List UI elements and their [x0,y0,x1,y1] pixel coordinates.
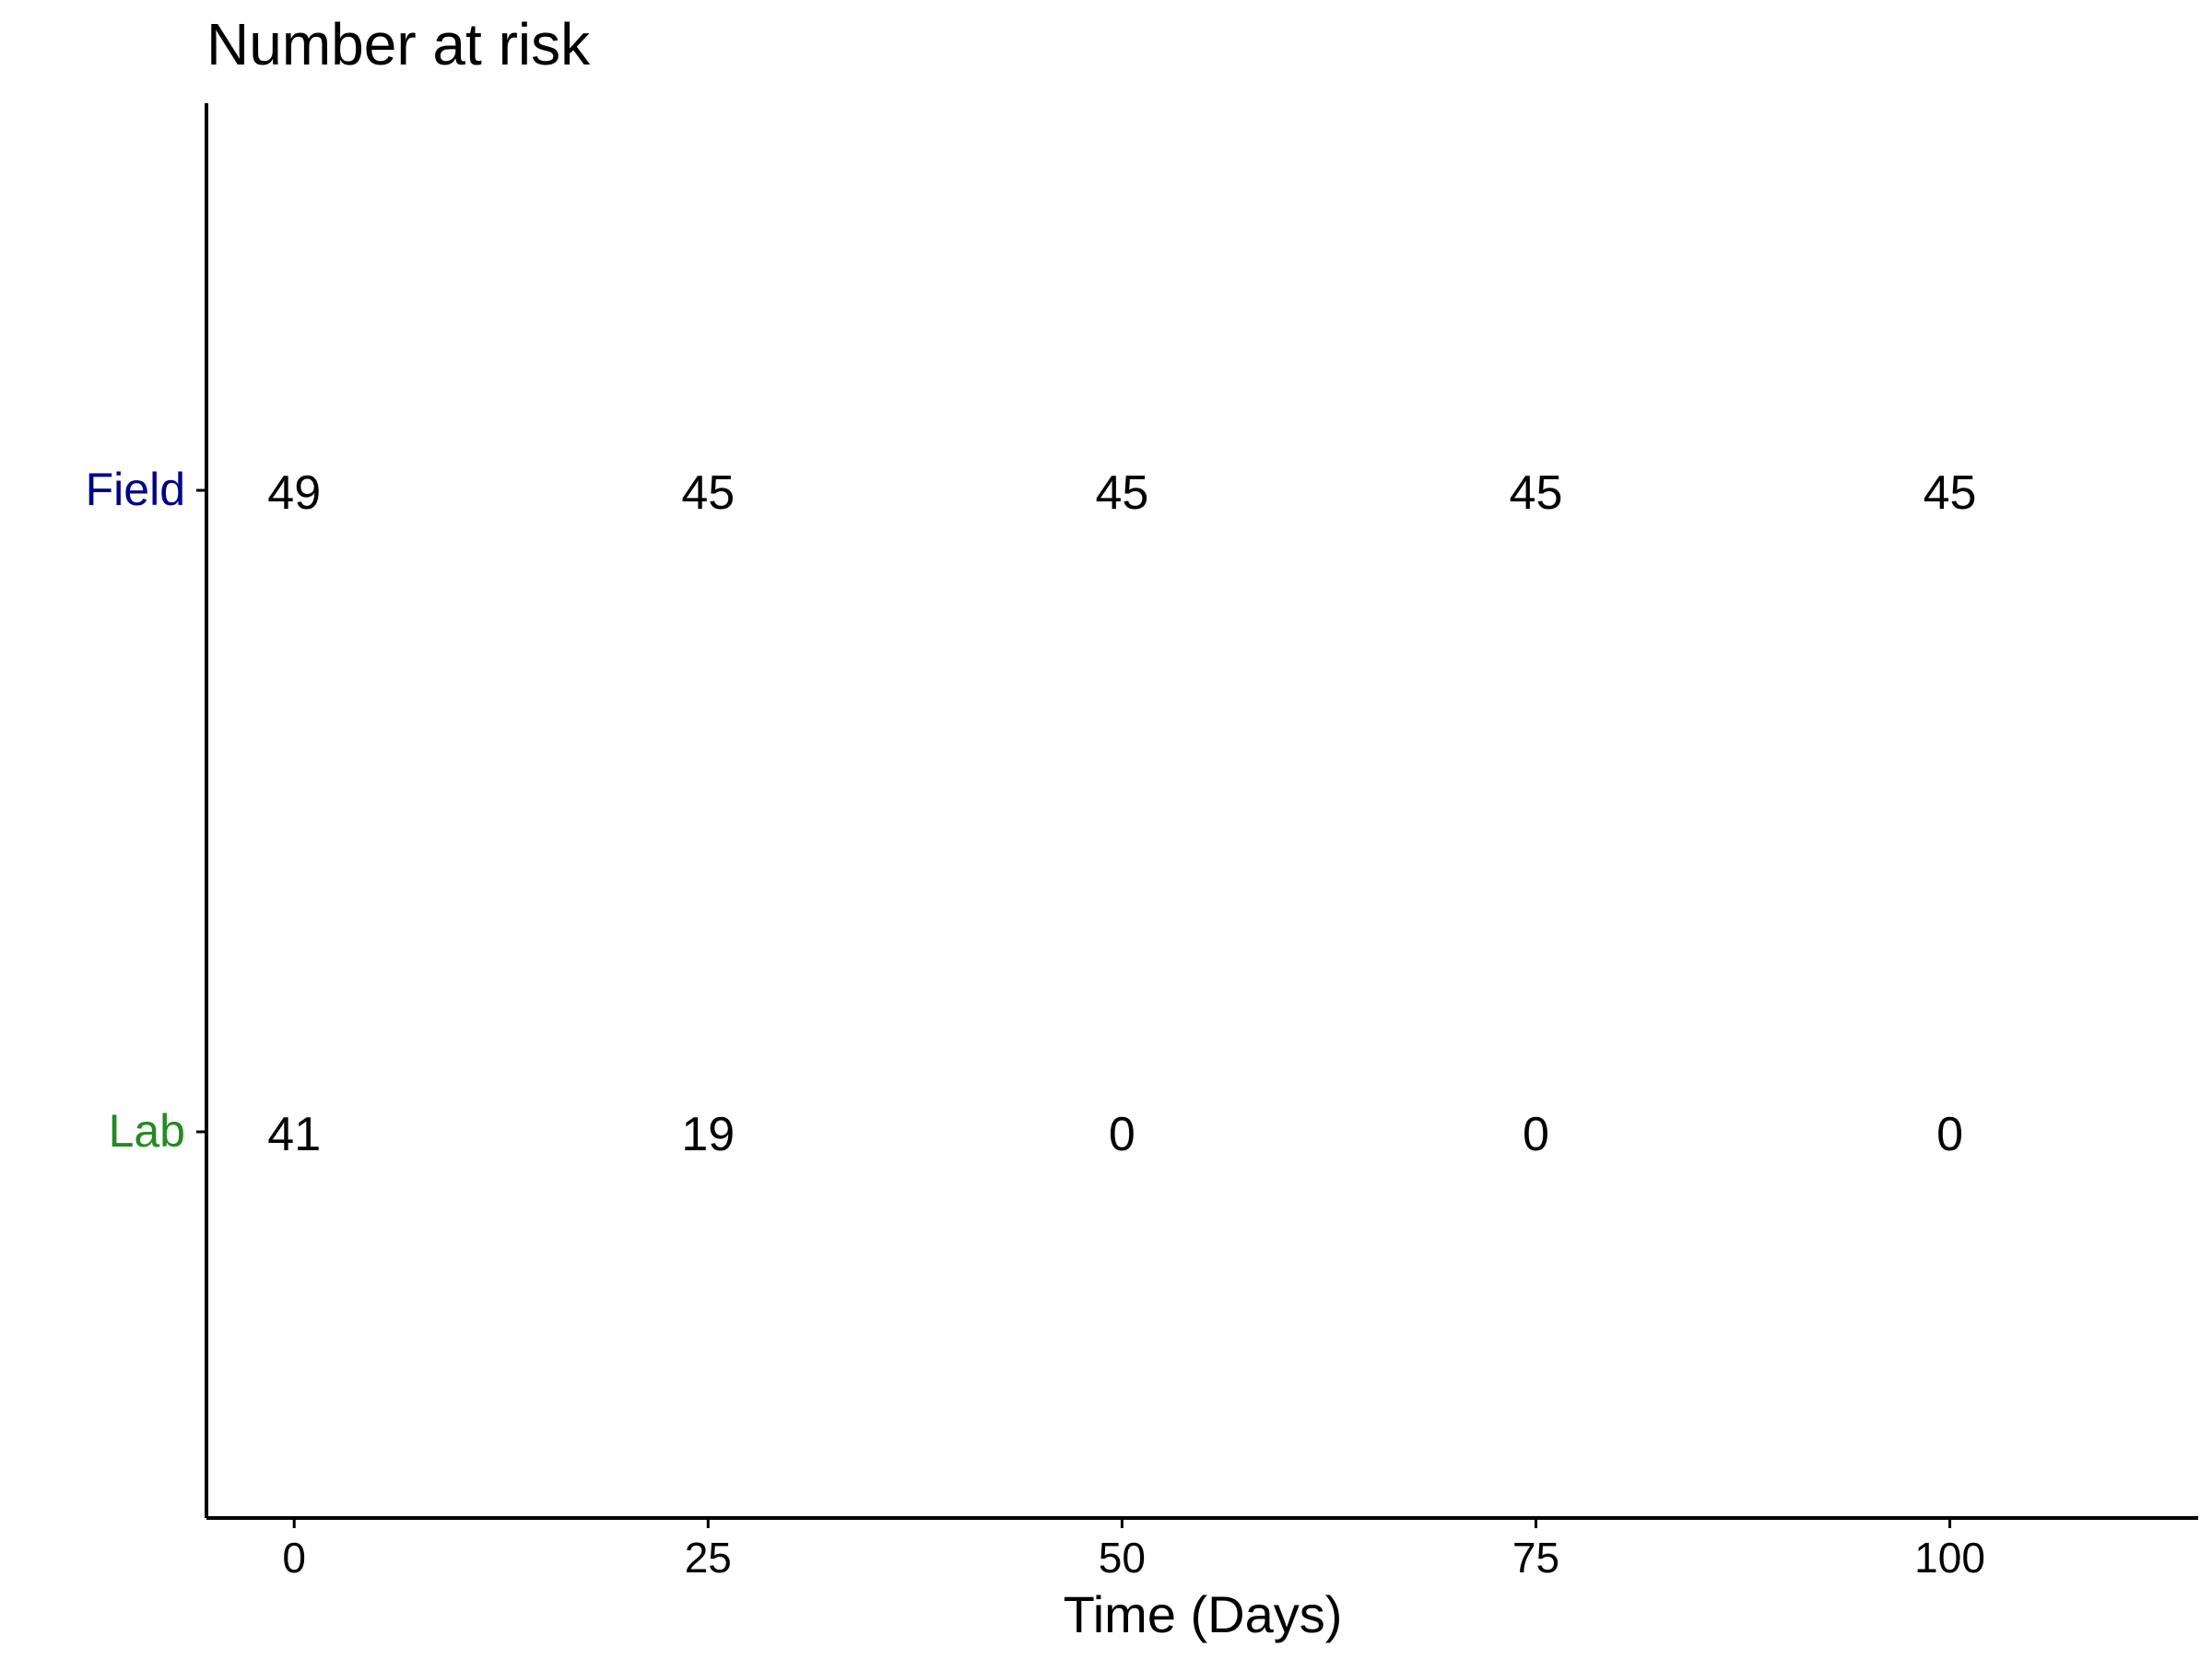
y-tick-label-field: Field [86,464,185,515]
y-axis-ticks: Field Lab [86,464,206,1157]
chart-title: Number at risk [206,11,591,77]
risk-cell-field: 45 [1095,466,1148,520]
risk-cell-lab: 41 [267,1108,321,1161]
x-tick-label: 25 [685,1534,732,1582]
risk-cell-field: 49 [267,466,321,520]
risk-cell-field: 45 [1924,466,1977,520]
risk-table-cells: 49 45 45 45 45 41 19 0 0 0 [267,466,1976,1161]
risk-cell-lab: 19 [681,1108,735,1161]
x-tick-label: 50 [1099,1534,1146,1582]
risk-cell-lab: 0 [1523,1108,1549,1161]
x-tick-label: 100 [1914,1534,1985,1582]
risk-cell-field: 45 [681,466,735,520]
x-tick-label: 0 [282,1534,306,1582]
risk-cell-lab: 0 [1109,1108,1135,1161]
x-axis-ticks: 0 25 50 75 100 [282,1518,1985,1582]
risk-cell-lab: 0 [1936,1108,1963,1161]
x-axis-title: Time (Days) [1064,1585,1343,1643]
x-tick-label: 75 [1512,1534,1559,1582]
risk-cell-field: 45 [1510,466,1563,520]
y-tick-label-lab: Lab [109,1105,185,1157]
